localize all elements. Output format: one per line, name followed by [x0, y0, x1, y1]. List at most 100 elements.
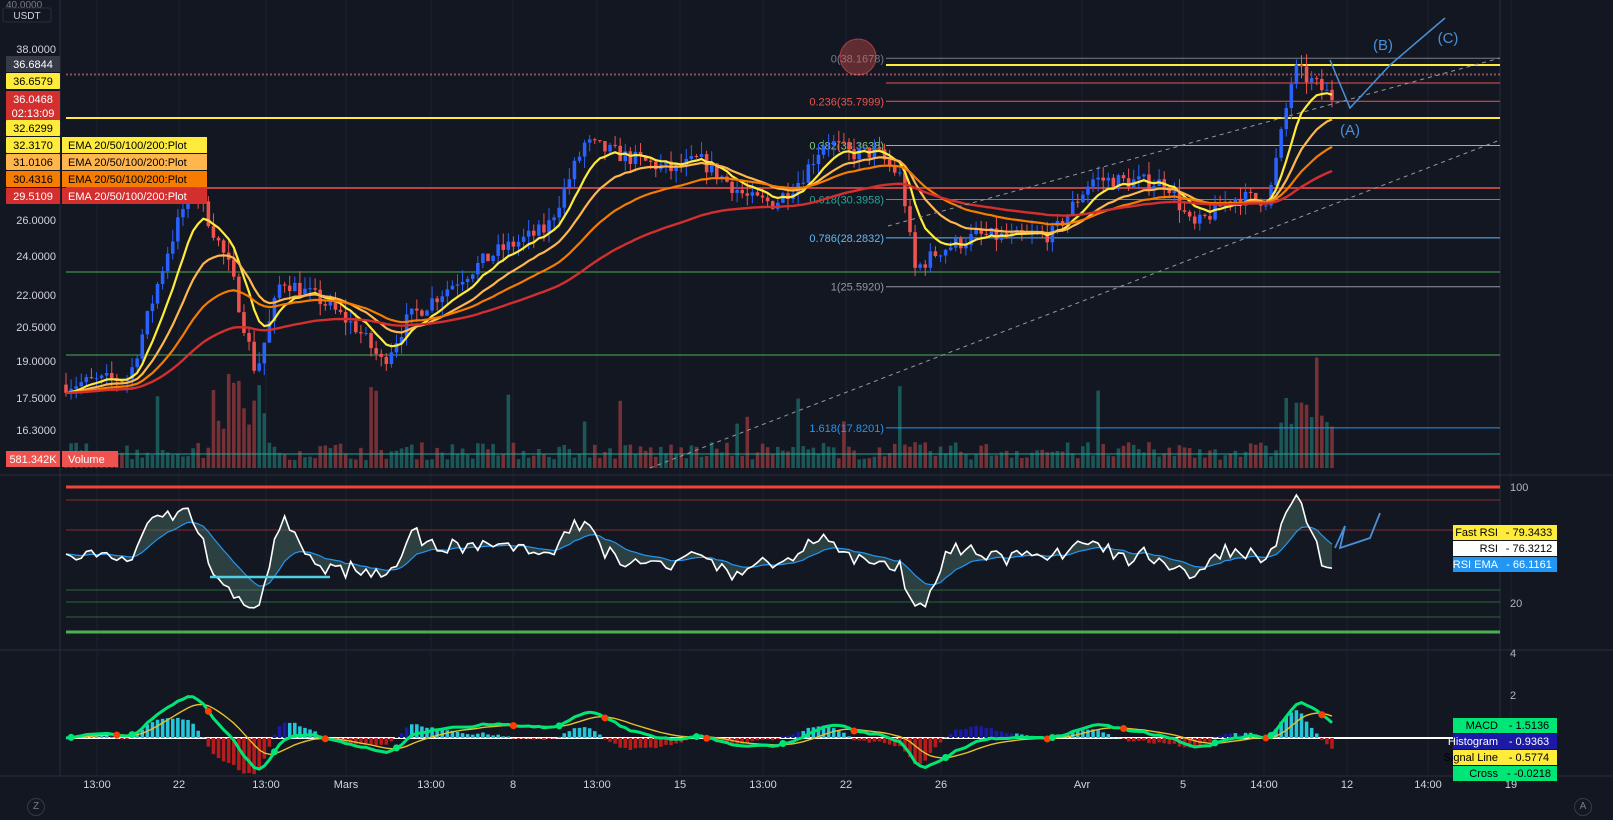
candle-body — [959, 238, 963, 249]
volume-bar — [206, 447, 211, 468]
timezone-button[interactable]: Z — [27, 798, 45, 816]
candle-body — [567, 179, 572, 188]
volume-bar — [186, 456, 190, 468]
macd-histogram-bar — [669, 738, 673, 746]
macd-axis-label: 4 — [1510, 648, 1516, 660]
candle-body — [313, 288, 317, 290]
auto-scale-button[interactable]: A — [1574, 798, 1592, 816]
fib-retracement[interactable]: 0(38.1678) 0.236(35.7999) 0.382(33.3638) 0.… — [809, 38, 1500, 435]
macd-badge-label: MACD — [1466, 720, 1498, 732]
candle-body — [638, 151, 643, 157]
macd-histogram-bar — [450, 730, 455, 738]
candle-body — [1228, 201, 1233, 203]
ema-line-2 — [65, 118, 1333, 394]
volume-bar — [943, 453, 948, 468]
candle-body — [435, 298, 439, 303]
wave-annotations[interactable]: (A) (B) (C) — [649, 17, 1501, 469]
volume-bar — [465, 454, 470, 468]
candle-body — [425, 310, 429, 316]
macd-histogram-bar — [1294, 710, 1299, 738]
macd-histogram-bar — [379, 738, 384, 745]
macd-histogram-bar — [1121, 738, 1126, 739]
candle-body — [1081, 194, 1085, 203]
candle-body — [577, 156, 582, 161]
rsi-badge-label: RSI EMA — [1453, 559, 1499, 571]
volume-bar — [333, 444, 338, 468]
macd-histogram-bar — [1070, 731, 1075, 738]
volume-bar — [659, 446, 663, 468]
candle-body — [623, 151, 628, 162]
time-axis-tick: 14:00 — [1250, 779, 1278, 791]
candle-body — [1111, 177, 1116, 188]
candle-body — [1152, 186, 1156, 190]
macd-histogram-bar — [369, 738, 373, 745]
volume-bar — [582, 421, 587, 468]
volume-bar — [1116, 448, 1121, 468]
candle-body — [913, 232, 917, 268]
macd-histogram-bar — [1167, 738, 1172, 745]
volume-bar — [654, 456, 658, 468]
candle-body — [537, 224, 541, 236]
macd-cross-dot — [779, 740, 787, 748]
macd-cross-dot — [321, 735, 329, 743]
volume-bar — [308, 456, 312, 468]
price-badge-countdown: 02:13:09 — [12, 108, 55, 120]
candle-body — [506, 241, 511, 250]
macd-histogram-bar — [923, 738, 928, 761]
candle-body — [1070, 201, 1075, 215]
volume-bar — [155, 396, 160, 468]
volume-bar — [379, 450, 384, 468]
candle-body — [1320, 78, 1324, 91]
macd-histogram-bar — [613, 738, 617, 744]
volume-bar — [476, 443, 480, 468]
macd-histogram-bar — [1274, 728, 1278, 738]
candle-body — [476, 262, 480, 275]
macd-histogram-bar — [470, 734, 475, 738]
volume-bar — [938, 446, 943, 468]
volume-bar — [603, 451, 607, 468]
macd-histogram-bar — [1325, 738, 1329, 745]
macd-histogram-bar — [272, 734, 277, 738]
macd-histogram-bar — [984, 727, 989, 738]
macd-histogram-bar — [181, 719, 185, 738]
volume-bar — [857, 459, 861, 468]
volume-bar — [430, 459, 434, 468]
candle-body — [237, 276, 241, 313]
price-axis-tick: 22.0000 — [16, 290, 56, 302]
volume-bar — [298, 451, 302, 468]
ema-label-text: EMA 20/50/100/200:Plot — [68, 191, 187, 203]
candle-body — [343, 311, 348, 323]
volume-bar — [740, 455, 744, 468]
macd-histogram-bar — [486, 734, 490, 738]
time-axis-tick: 13:00 — [749, 779, 777, 791]
volume-bar — [816, 454, 821, 468]
macd-histogram-bar — [354, 738, 358, 745]
macd-histogram-bar — [293, 722, 297, 738]
candle-body — [526, 230, 531, 237]
horizontal-lines[interactable] — [66, 64, 1500, 455]
volume-bar — [364, 459, 368, 468]
price-badge — [6, 73, 60, 89]
volume-bar — [359, 447, 363, 468]
macd-histogram-bar — [252, 738, 256, 775]
volume-bar — [623, 445, 628, 468]
candle-body — [1274, 157, 1278, 186]
rsi-panel[interactable]: 100 20 — [65, 482, 1528, 634]
macd-histogram-bar — [1137, 738, 1141, 741]
macd-histogram-bar — [1101, 732, 1105, 738]
macd-histogram-bar — [979, 726, 983, 738]
candle-body — [384, 356, 389, 365]
candle-body — [104, 373, 109, 376]
macd-panel[interactable]: 42 — [64, 648, 1516, 775]
price-axis-tick: 19.0000 — [16, 356, 56, 368]
candle-body — [293, 282, 297, 292]
macd-histogram-bar — [1309, 727, 1314, 738]
candle-body — [842, 141, 846, 143]
time-axis-tick: 22 — [173, 779, 185, 791]
macd-histogram-bar — [506, 736, 511, 738]
macd-histogram-bar — [730, 738, 734, 745]
candle-body — [379, 353, 384, 357]
candle-body — [806, 164, 811, 183]
macd-histogram-bar — [770, 738, 775, 741]
